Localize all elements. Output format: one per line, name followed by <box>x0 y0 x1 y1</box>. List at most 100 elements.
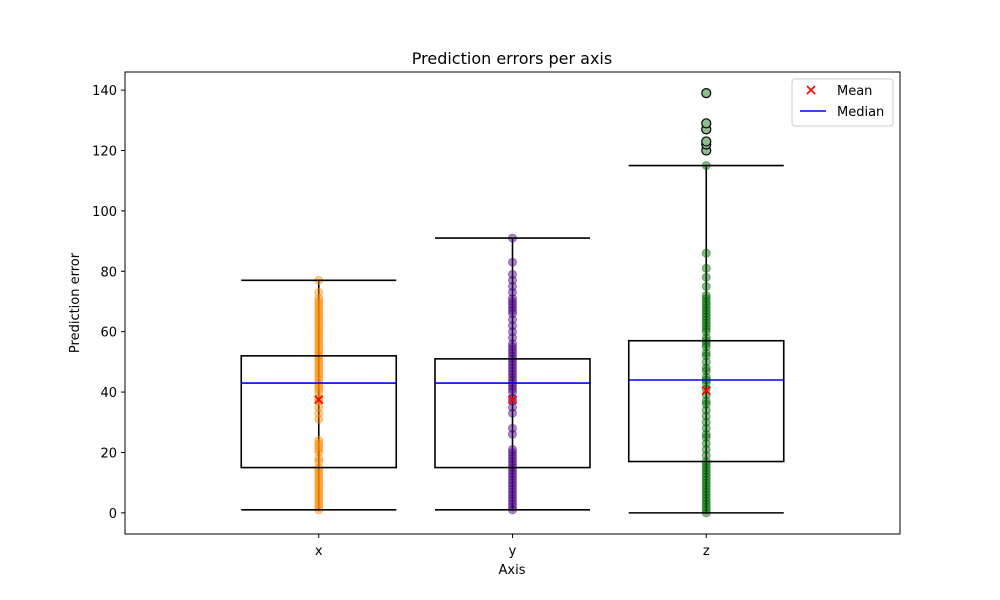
data-point <box>314 496 324 506</box>
data-point <box>508 366 517 376</box>
data-point <box>314 339 324 349</box>
mean-marker-stroke <box>314 394 324 405</box>
data-point <box>701 405 711 415</box>
data-point <box>701 309 711 319</box>
data-point <box>314 366 324 376</box>
data-point <box>314 408 324 418</box>
data-point <box>701 490 711 500</box>
data-point <box>508 487 517 497</box>
data-point <box>508 345 517 355</box>
data-point <box>508 348 517 358</box>
data-point <box>314 402 324 412</box>
data-point <box>314 472 324 482</box>
data-point <box>314 357 324 367</box>
x-axis: x y z <box>315 534 710 559</box>
data-point <box>314 502 324 512</box>
data-point <box>701 372 711 382</box>
data-point <box>314 414 324 424</box>
data-point <box>314 309 324 319</box>
data-point <box>701 327 711 337</box>
data-point <box>314 469 324 479</box>
data-point <box>508 351 517 361</box>
data-point <box>701 463 711 473</box>
data-point <box>701 272 711 282</box>
outlier-point <box>701 136 712 147</box>
data-point <box>701 300 711 310</box>
y-tick-label: 120 <box>92 145 117 160</box>
data-point <box>508 384 517 394</box>
legend: Mean Median <box>791 78 894 127</box>
data-point <box>508 484 517 494</box>
data-point <box>314 381 324 391</box>
data-point <box>701 505 711 515</box>
data-point <box>701 423 711 433</box>
data-point <box>314 493 324 503</box>
box-rect <box>434 358 591 469</box>
data-point <box>701 475 711 485</box>
data-point <box>701 487 711 497</box>
legend-mean-label: Mean <box>837 84 872 99</box>
data-point <box>508 460 517 470</box>
box-x <box>240 275 398 515</box>
y-axis: 0 20 40 60 80 100 120 140 <box>92 84 125 522</box>
outlier-point <box>701 118 712 129</box>
data-point <box>508 287 517 297</box>
data-point <box>701 348 711 358</box>
mean-marker-stroke <box>507 394 518 405</box>
data-point <box>314 438 324 448</box>
x-tick-label: x <box>315 544 323 559</box>
data-point <box>508 454 517 464</box>
data-point <box>508 450 517 460</box>
data-point <box>314 293 324 303</box>
data-point <box>314 321 324 331</box>
data-point <box>508 429 517 439</box>
data-point <box>314 487 324 497</box>
data-point <box>314 312 324 322</box>
data-point <box>314 303 324 313</box>
data-point <box>701 493 711 503</box>
data-point <box>314 300 324 310</box>
x-tick-label: z <box>703 544 710 559</box>
data-point <box>701 450 711 460</box>
data-point <box>508 387 517 397</box>
y-tick-label: 60 <box>100 326 117 341</box>
data-point <box>701 378 711 388</box>
data-point <box>508 408 517 418</box>
data-point <box>701 432 711 442</box>
data-point <box>314 315 324 325</box>
data-point <box>314 372 324 382</box>
data-point <box>701 363 711 373</box>
data-point <box>314 481 324 491</box>
data-point <box>508 321 517 331</box>
data-point <box>508 444 517 454</box>
y-tick-label: 20 <box>100 446 117 461</box>
data-point <box>508 357 517 367</box>
data-point <box>314 466 324 476</box>
data-point <box>508 315 517 325</box>
data-point <box>508 502 517 512</box>
data-point <box>508 333 517 343</box>
data-point <box>701 321 711 331</box>
data-point <box>314 393 324 403</box>
data-point <box>314 342 324 352</box>
data-point <box>314 444 324 454</box>
data-point <box>701 248 711 258</box>
data-point <box>508 423 517 433</box>
x-axis-label: Axis <box>499 563 526 578</box>
data-point <box>508 493 517 503</box>
data-point <box>508 481 517 491</box>
data-point <box>508 393 517 403</box>
data-point <box>701 502 711 512</box>
data-point <box>508 303 517 313</box>
data-point <box>701 496 711 506</box>
data-point <box>701 429 711 439</box>
data-point <box>314 447 324 457</box>
data-point <box>314 384 324 394</box>
data-point <box>701 290 711 300</box>
box-z <box>627 88 785 518</box>
box-rect <box>627 339 785 463</box>
data-point <box>701 293 711 303</box>
mean-marker <box>314 394 324 405</box>
y-tick-label: 140 <box>92 84 117 99</box>
